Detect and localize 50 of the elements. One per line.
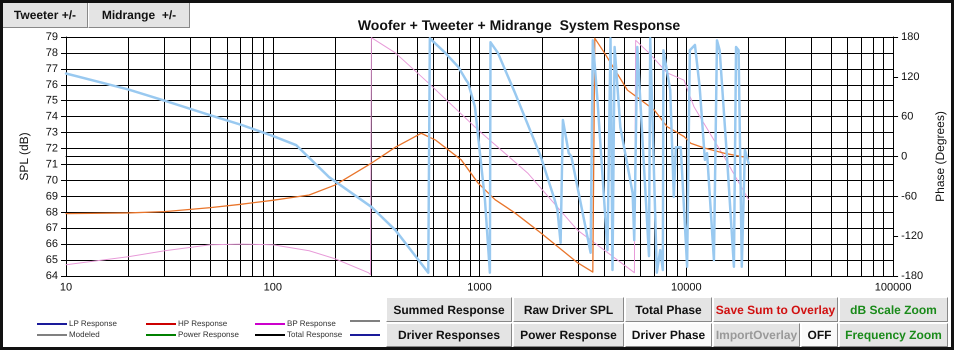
y2-tick-label: 0	[901, 150, 908, 162]
y-tick-label: 75	[46, 94, 58, 107]
text: Modeled	[69, 330, 100, 339]
y-tick-label: 79	[46, 31, 58, 43]
y-tick-label: 76	[46, 78, 58, 91]
y-tick-label: 69	[46, 190, 58, 202]
button: Tweeter +/-	[3, 3, 88, 28]
button: Total Phase	[625, 297, 712, 322]
y2-tick-label: -120	[901, 230, 924, 242]
y2-tick-label: 120	[901, 70, 920, 83]
text: Total Response	[287, 330, 342, 339]
y-tick-label: 77	[46, 62, 58, 75]
button: OFF	[801, 323, 838, 347]
x-tick-label: 10	[60, 282, 72, 294]
text: LP Response	[69, 319, 117, 328]
button: Power Response	[513, 323, 624, 347]
y2-tick-label: 180	[901, 31, 920, 43]
text: BP Response	[287, 319, 336, 328]
y-tick-label: 68	[46, 206, 58, 218]
y2-tick-label: 60	[901, 110, 914, 123]
button: Summed Response	[386, 297, 512, 322]
y-tick-label: 71	[46, 158, 58, 170]
x-tick-label: 100	[264, 282, 282, 294]
x-tick-label: 100000	[874, 282, 912, 294]
button: dB Scale Zoom	[839, 297, 948, 322]
text: Power Response	[178, 330, 239, 339]
y2-tick-label: -180	[901, 270, 924, 282]
y-tick-label: 67	[46, 222, 58, 234]
y-axis-title: SPL (dB)	[17, 132, 31, 181]
button: Driver Responses	[386, 323, 512, 347]
x-tick-label: 1000	[467, 282, 492, 294]
button: Driver Phase	[625, 323, 712, 347]
y-tick-label: 65	[46, 254, 58, 266]
text: HP Response	[178, 319, 228, 328]
y-tick-label: 64	[46, 270, 58, 282]
button: ImportOverlay	[713, 323, 800, 347]
button: Raw Driver SPL	[513, 297, 624, 322]
button: Save Sum to Overlay	[713, 297, 838, 322]
y-tick-label: 72	[46, 142, 58, 155]
chart-title: Woofer + Tweeter + Midrange System Response	[358, 17, 680, 33]
y-tick-label: 73	[46, 126, 58, 139]
y-tick-label: 70	[46, 174, 58, 186]
y2-tick-label: -60	[901, 190, 917, 202]
y-tick-label: 66	[46, 238, 58, 250]
button: Midrange +/-	[88, 3, 190, 28]
y-tick-label: 78	[46, 46, 58, 59]
button: Frequency Zoom	[839, 323, 948, 347]
x-tick-label: 10000	[671, 282, 702, 294]
y-tick-label: 74	[46, 110, 58, 123]
y2-axis-title: Phase (Degrees)	[933, 111, 947, 202]
